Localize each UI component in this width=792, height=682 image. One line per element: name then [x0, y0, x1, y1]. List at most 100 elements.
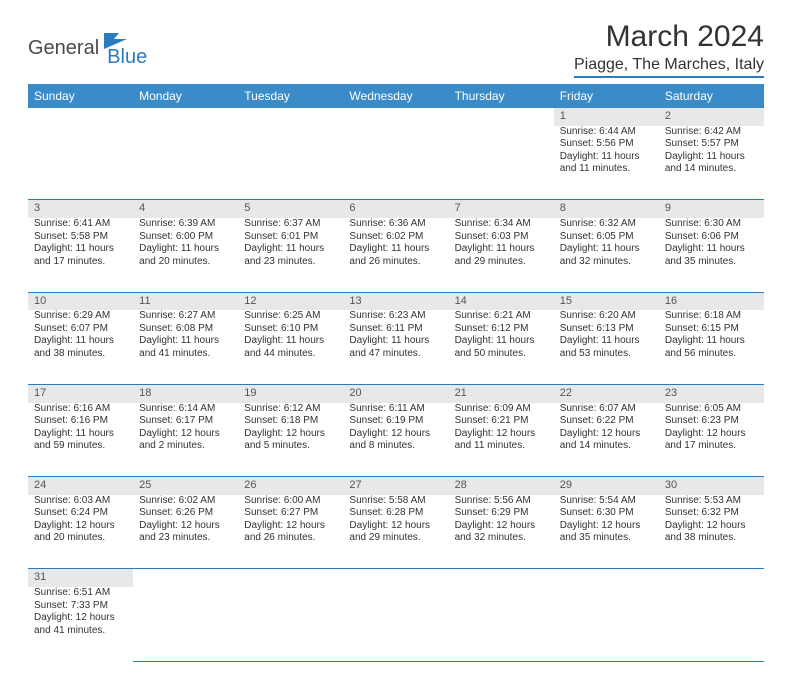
- day-cell: Sunrise: 6:05 AMSunset: 6:23 PMDaylight:…: [659, 403, 764, 477]
- daylight-line: Daylight: 11 hours and 23 minutes.: [244, 243, 337, 268]
- sunrise-line: Sunrise: 6:39 AM: [139, 218, 232, 231]
- day-cell: [133, 587, 238, 661]
- day-number: [238, 108, 343, 126]
- sunrise-line: Sunrise: 6:51 AM: [34, 587, 127, 600]
- daylight-line: Daylight: 11 hours and 59 minutes.: [34, 428, 127, 453]
- day-number: 24: [28, 477, 133, 495]
- day-cell: Sunrise: 6:11 AMSunset: 6:19 PMDaylight:…: [343, 403, 448, 477]
- day-header-row: SundayMondayTuesdayWednesdayThursdayFrid…: [28, 84, 764, 108]
- sunset-line: Sunset: 6:22 PM: [560, 415, 653, 428]
- daylight-line: Daylight: 12 hours and 23 minutes.: [139, 520, 232, 545]
- day-number: [343, 569, 448, 587]
- day-number: 17: [28, 384, 133, 402]
- day-number: [449, 569, 554, 587]
- sunset-line: Sunset: 6:07 PM: [34, 323, 127, 336]
- day-number: [28, 108, 133, 126]
- daylight-line: Daylight: 11 hours and 47 minutes.: [349, 335, 442, 360]
- daynum-row: 31: [28, 569, 764, 587]
- sunrise-line: Sunrise: 6:21 AM: [455, 310, 548, 323]
- day-number: 9: [659, 200, 764, 218]
- day-cell: Sunrise: 6:30 AMSunset: 6:06 PMDaylight:…: [659, 218, 764, 292]
- sunrise-line: Sunrise: 6:44 AM: [560, 126, 653, 139]
- sunrise-line: Sunrise: 6:42 AM: [665, 126, 758, 139]
- sunset-line: Sunset: 6:03 PM: [455, 231, 548, 244]
- sunset-line: Sunset: 6:12 PM: [455, 323, 548, 336]
- day-number: 20: [343, 384, 448, 402]
- day-cell: Sunrise: 6:18 AMSunset: 6:15 PMDaylight:…: [659, 310, 764, 384]
- day-number: 10: [28, 292, 133, 310]
- sunset-line: Sunset: 6:24 PM: [34, 507, 127, 520]
- daylight-line: Daylight: 12 hours and 17 minutes.: [665, 428, 758, 453]
- detail-row: Sunrise: 6:29 AMSunset: 6:07 PMDaylight:…: [28, 310, 764, 384]
- day-number: 16: [659, 292, 764, 310]
- day-cell: [343, 126, 448, 200]
- sunrise-line: Sunrise: 6:27 AM: [139, 310, 232, 323]
- daylight-line: Daylight: 11 hours and 11 minutes.: [560, 151, 653, 176]
- day-cell: Sunrise: 6:16 AMSunset: 6:16 PMDaylight:…: [28, 403, 133, 477]
- sunrise-line: Sunrise: 5:53 AM: [665, 495, 758, 508]
- day-number: [449, 108, 554, 126]
- day-cell: Sunrise: 5:53 AMSunset: 6:32 PMDaylight:…: [659, 495, 764, 569]
- sunrise-line: Sunrise: 6:23 AM: [349, 310, 442, 323]
- sunset-line: Sunset: 6:21 PM: [455, 415, 548, 428]
- daylight-line: Daylight: 11 hours and 20 minutes.: [139, 243, 232, 268]
- header: General Blue March 2024 Piagge, The Marc…: [28, 20, 764, 78]
- sunset-line: Sunset: 5:56 PM: [560, 138, 653, 151]
- day-number: 30: [659, 477, 764, 495]
- daynum-row: 17181920212223: [28, 384, 764, 402]
- day-number: 31: [28, 569, 133, 587]
- sunset-line: Sunset: 5:57 PM: [665, 138, 758, 151]
- logo: General Blue: [28, 28, 147, 69]
- day-cell: [449, 587, 554, 661]
- sunset-line: Sunset: 6:16 PM: [34, 415, 127, 428]
- day-number: 26: [238, 477, 343, 495]
- detail-row: Sunrise: 6:44 AMSunset: 5:56 PMDaylight:…: [28, 126, 764, 200]
- day-cell: Sunrise: 6:39 AMSunset: 6:00 PMDaylight:…: [133, 218, 238, 292]
- day-cell: [343, 587, 448, 661]
- sunrise-line: Sunrise: 6:03 AM: [34, 495, 127, 508]
- sunset-line: Sunset: 7:33 PM: [34, 600, 127, 613]
- day-cell: Sunrise: 6:14 AMSunset: 6:17 PMDaylight:…: [133, 403, 238, 477]
- sunrise-line: Sunrise: 6:00 AM: [244, 495, 337, 508]
- day-cell: Sunrise: 6:37 AMSunset: 6:01 PMDaylight:…: [238, 218, 343, 292]
- sunset-line: Sunset: 6:02 PM: [349, 231, 442, 244]
- day-cell: Sunrise: 6:02 AMSunset: 6:26 PMDaylight:…: [133, 495, 238, 569]
- day-number: 18: [133, 384, 238, 402]
- daynum-row: 24252627282930: [28, 477, 764, 495]
- day-cell: [659, 587, 764, 661]
- sunset-line: Sunset: 6:17 PM: [139, 415, 232, 428]
- day-cell: [238, 126, 343, 200]
- day-header: Monday: [133, 84, 238, 108]
- sunrise-line: Sunrise: 6:29 AM: [34, 310, 127, 323]
- day-header: Saturday: [659, 84, 764, 108]
- day-cell: Sunrise: 6:25 AMSunset: 6:10 PMDaylight:…: [238, 310, 343, 384]
- calendar-table: SundayMondayTuesdayWednesdayThursdayFrid…: [28, 84, 764, 662]
- day-cell: Sunrise: 5:58 AMSunset: 6:28 PMDaylight:…: [343, 495, 448, 569]
- daylight-line: Daylight: 11 hours and 17 minutes.: [34, 243, 127, 268]
- daylight-line: Daylight: 12 hours and 2 minutes.: [139, 428, 232, 453]
- day-cell: Sunrise: 6:29 AMSunset: 6:07 PMDaylight:…: [28, 310, 133, 384]
- daylight-line: Daylight: 11 hours and 44 minutes.: [244, 335, 337, 360]
- day-number: 4: [133, 200, 238, 218]
- sunrise-line: Sunrise: 5:54 AM: [560, 495, 653, 508]
- daylight-line: Daylight: 11 hours and 14 minutes.: [665, 151, 758, 176]
- daylight-line: Daylight: 12 hours and 8 minutes.: [349, 428, 442, 453]
- calendar-page: General Blue March 2024 Piagge, The Marc…: [0, 0, 792, 682]
- day-cell: Sunrise: 6:03 AMSunset: 6:24 PMDaylight:…: [28, 495, 133, 569]
- sunrise-line: Sunrise: 6:32 AM: [560, 218, 653, 231]
- daylight-line: Daylight: 12 hours and 41 minutes.: [34, 612, 127, 637]
- day-number: 23: [659, 384, 764, 402]
- day-number: 7: [449, 200, 554, 218]
- daylight-line: Daylight: 11 hours and 56 minutes.: [665, 335, 758, 360]
- day-cell: Sunrise: 5:54 AMSunset: 6:30 PMDaylight:…: [554, 495, 659, 569]
- day-number: 6: [343, 200, 448, 218]
- day-number: 28: [449, 477, 554, 495]
- sunset-line: Sunset: 6:23 PM: [665, 415, 758, 428]
- sunrise-line: Sunrise: 6:16 AM: [34, 403, 127, 416]
- sunset-line: Sunset: 6:13 PM: [560, 323, 653, 336]
- detail-row: Sunrise: 6:16 AMSunset: 6:16 PMDaylight:…: [28, 403, 764, 477]
- daylight-line: Daylight: 11 hours and 38 minutes.: [34, 335, 127, 360]
- day-number: 27: [343, 477, 448, 495]
- day-cell: Sunrise: 6:23 AMSunset: 6:11 PMDaylight:…: [343, 310, 448, 384]
- day-cell: [28, 126, 133, 200]
